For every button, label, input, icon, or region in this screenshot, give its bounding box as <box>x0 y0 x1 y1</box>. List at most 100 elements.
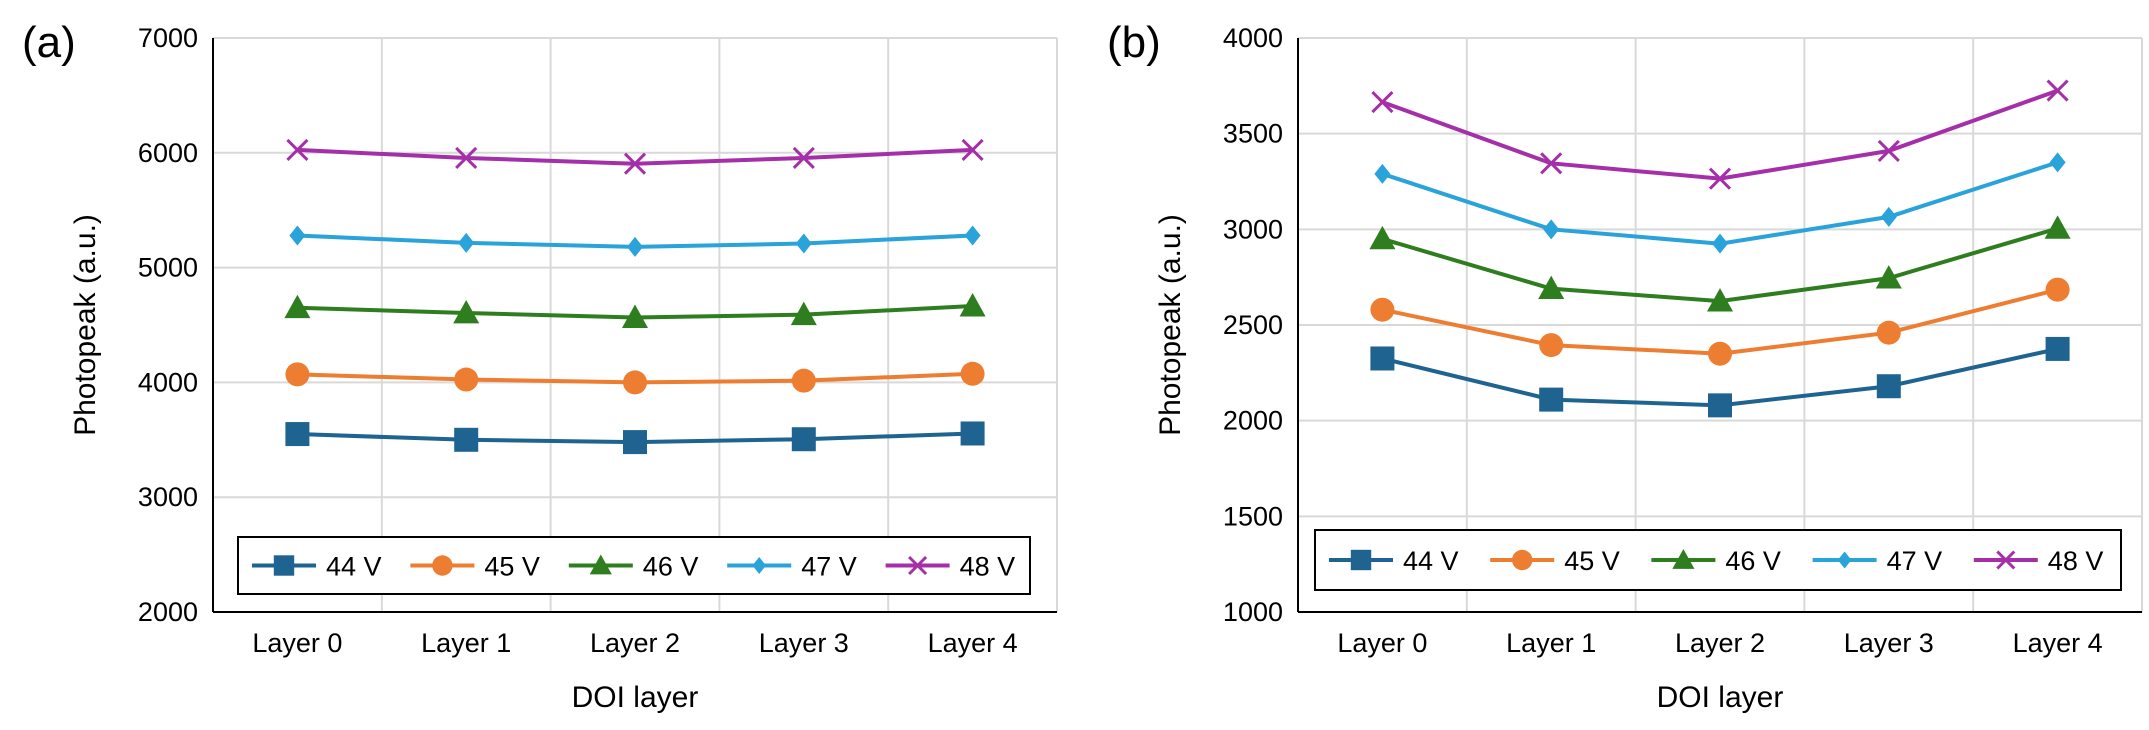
data-point <box>790 301 817 326</box>
data-point <box>2044 215 2071 239</box>
chart-panel-a: (a) 2000 3000 4000 5000 6000 7000 Layer 0 Layer… <box>22 18 1058 714</box>
series-44v <box>285 421 985 455</box>
legend-marker <box>1350 549 1372 571</box>
data-point <box>284 294 311 319</box>
x-tick-label: Layer 1 <box>421 628 511 658</box>
data-point <box>1880 206 1897 227</box>
x-tick-label: Layer 3 <box>1844 628 1934 658</box>
line-chart-b: 1000 1500 2000 2500 3000 3500 4000 Layer 0 Layer… <box>1154 23 2143 714</box>
legend-marker <box>1672 548 1695 569</box>
series-47v <box>1374 152 2066 254</box>
chart-panel-b: (b) 1000 1500 2000 2500 3000 3500 4000 Layer 0 L… <box>1085 0 2149 730</box>
x-tick-label: Layer 1 <box>1506 628 1596 658</box>
series-44v <box>1370 336 2070 418</box>
data-point <box>1374 163 1391 184</box>
y-tick-label: 2000 <box>1223 406 1283 436</box>
legend-label: 44 V <box>1403 546 1459 576</box>
y-tick-label: 3000 <box>138 482 198 512</box>
data-point <box>623 430 647 455</box>
data-point <box>1708 167 1732 190</box>
legend-marker <box>908 555 928 576</box>
data-point <box>1707 288 1733 312</box>
legend-marker <box>752 557 766 574</box>
y-tick-label: 2500 <box>1223 310 1283 340</box>
data-point <box>623 152 647 175</box>
data-point <box>960 421 985 446</box>
data-point <box>1876 374 1901 399</box>
legend: 44 V 45 V 46 V 47 V 48 V <box>1314 529 2122 591</box>
legend-marker <box>1837 551 1852 569</box>
data-point <box>453 299 480 324</box>
y-tick-label: 5000 <box>138 253 198 283</box>
x-tick-label: Layer 0 <box>1337 628 1427 658</box>
legend-label: 48 V <box>960 552 1016 582</box>
series-46v <box>1369 215 2071 312</box>
data-point <box>795 233 812 254</box>
data-point <box>2045 277 2070 302</box>
legend-marker <box>589 554 612 575</box>
data-point <box>1708 341 1732 366</box>
data-point <box>1875 265 1902 289</box>
y-tick-label: 3500 <box>1223 119 1283 149</box>
data-point <box>1538 275 1565 300</box>
legend-label: 44 V <box>326 552 382 582</box>
y-tick-label: 3000 <box>1223 214 1283 244</box>
data-point <box>622 304 648 328</box>
series-48v <box>1371 79 2069 190</box>
data-point <box>454 367 479 392</box>
data-point <box>627 236 643 257</box>
legend-label: 47 V <box>801 552 857 582</box>
legend-label: 47 V <box>1887 546 1943 576</box>
data-point <box>1370 297 1395 322</box>
data-point <box>1371 91 1394 114</box>
y-tick-label: 6000 <box>138 138 198 168</box>
x-axis-title: DOI layer <box>1657 681 1784 714</box>
data-point <box>286 138 309 161</box>
legend-label: 46 V <box>643 552 699 582</box>
data-point <box>285 422 310 447</box>
data-point <box>2046 79 2069 102</box>
line-chart-a: 2000 3000 4000 5000 6000 7000 Layer 0 Layer 1 La… <box>69 23 1058 714</box>
data-point <box>455 146 478 170</box>
data-point <box>289 225 306 246</box>
x-tick-label: Layer 4 <box>2013 628 2103 658</box>
legend-marker <box>273 555 295 576</box>
data-point <box>792 146 815 170</box>
legend-marker <box>1996 550 2016 570</box>
panel-label: (b) <box>1107 18 1161 67</box>
y-tick-label: 4000 <box>138 367 198 397</box>
legend: 44 V 45 V 46 V 47 V 48 V <box>237 536 1031 595</box>
y-axis-title: Photopeak (a.u.) <box>69 214 102 436</box>
data-point <box>1539 333 1564 358</box>
data-point <box>1877 139 1900 162</box>
data-point <box>623 370 647 395</box>
x-tick-label: Layer 2 <box>1675 628 1765 658</box>
data-point <box>2045 336 2070 361</box>
x-tick-label: Layer 4 <box>928 628 1018 658</box>
legend-marker <box>1512 549 1533 571</box>
y-tick-label: 1500 <box>1223 501 1283 531</box>
y-tick-label: 7000 <box>138 23 198 53</box>
data-point <box>1708 393 1732 418</box>
data-point <box>1540 152 1563 175</box>
data-point <box>1370 346 1395 371</box>
series-45v <box>285 361 985 395</box>
y-tick-label: 1000 <box>1223 597 1283 627</box>
series-48v <box>286 138 984 175</box>
y-tick-label: 2000 <box>138 597 198 627</box>
data-point <box>791 368 816 393</box>
data-point <box>1876 320 1901 345</box>
data-point <box>2049 152 2066 173</box>
legend-label: 45 V <box>1564 546 1620 576</box>
series-47v <box>289 225 981 257</box>
series-45v <box>1370 277 2070 366</box>
legend-label: 48 V <box>2048 546 2104 576</box>
data-point <box>960 361 985 386</box>
data-point <box>1543 219 1560 240</box>
data-point <box>964 225 981 246</box>
data-point <box>1539 387 1564 412</box>
series-46v <box>284 293 986 328</box>
series-line <box>1381 160 2059 246</box>
data-point <box>454 427 479 452</box>
data-point <box>791 427 816 452</box>
